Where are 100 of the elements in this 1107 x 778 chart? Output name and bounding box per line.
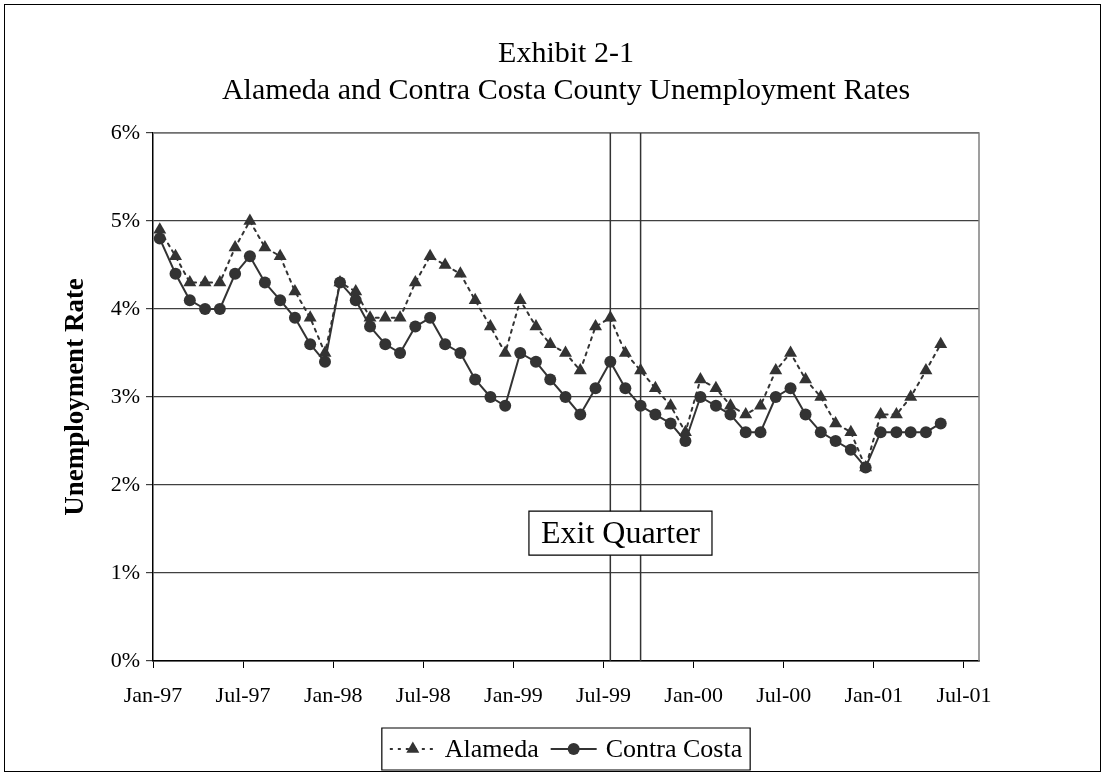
point	[169, 267, 182, 280]
y-tick-label: 4%	[110, 294, 140, 320]
point	[874, 407, 888, 419]
point	[769, 391, 782, 403]
point	[799, 371, 813, 384]
point	[169, 248, 183, 260]
point	[934, 417, 947, 430]
point	[709, 380, 723, 392]
point	[199, 303, 212, 315]
point	[604, 355, 617, 368]
point	[739, 407, 753, 419]
point	[784, 382, 797, 395]
x-tick-label: Jul-00	[756, 681, 812, 707]
point	[424, 311, 437, 324]
point	[439, 338, 452, 351]
point	[934, 336, 948, 348]
point	[619, 382, 632, 395]
y-tick-label: 1%	[110, 558, 140, 584]
point	[844, 443, 857, 456]
point	[603, 310, 617, 322]
x-tick-label: Jan-99	[484, 681, 543, 707]
x-tick-label: Jan-00	[664, 681, 723, 707]
point	[529, 355, 542, 368]
point	[318, 355, 331, 368]
point	[183, 294, 196, 307]
point	[243, 213, 257, 225]
point	[754, 398, 768, 410]
point	[468, 292, 482, 304]
point	[889, 407, 903, 419]
point	[438, 257, 452, 269]
y-axis-title: Unemployment Rate	[59, 278, 90, 516]
point	[573, 363, 587, 375]
point	[829, 435, 842, 447]
point	[423, 248, 437, 260]
point	[829, 415, 843, 428]
point	[498, 345, 512, 357]
point	[693, 371, 707, 384]
y-tick-label: 3%	[110, 382, 140, 408]
point	[664, 398, 678, 410]
point	[799, 408, 812, 421]
point	[723, 398, 737, 410]
point	[378, 310, 392, 322]
point	[198, 275, 212, 287]
x-tick-label: Jan-01	[844, 681, 904, 707]
x-tick-label: Jan-98	[303, 681, 363, 707]
point	[349, 283, 363, 296]
point	[409, 320, 422, 333]
y-tick-label: 0%	[110, 646, 140, 672]
point	[258, 276, 271, 289]
point	[814, 426, 827, 439]
y-tick-label: 6%	[110, 118, 140, 144]
point	[229, 267, 242, 280]
point	[364, 320, 377, 333]
point	[393, 310, 407, 322]
y-tick-label: 5%	[110, 206, 140, 232]
point	[559, 345, 572, 357]
point	[814, 389, 828, 401]
point	[874, 426, 887, 439]
x-tick-label: Jul-97	[215, 681, 271, 707]
point	[919, 426, 932, 439]
point	[273, 248, 287, 260]
point	[304, 338, 317, 351]
point	[544, 373, 557, 386]
legend-label: Contra Costa	[605, 733, 743, 763]
point	[618, 345, 632, 357]
point	[589, 319, 603, 331]
point	[769, 363, 783, 375]
point	[904, 426, 917, 439]
legend-label: Alameda	[444, 733, 540, 763]
point	[634, 363, 648, 375]
point	[499, 399, 512, 412]
x-tick-label: Jul-01	[936, 681, 992, 707]
point	[529, 319, 543, 331]
point	[183, 275, 197, 287]
point	[904, 389, 918, 401]
point	[694, 391, 707, 403]
x-tick-label: Jan-97	[123, 681, 183, 707]
point	[739, 426, 752, 439]
point	[258, 239, 272, 252]
x-tick-label: Jul-99	[576, 681, 632, 707]
point	[919, 363, 933, 375]
point	[483, 319, 497, 331]
y-tick-label: 2%	[110, 470, 140, 496]
point	[288, 311, 301, 324]
point	[574, 408, 587, 421]
point	[484, 391, 497, 403]
point	[274, 294, 287, 307]
point	[514, 347, 527, 359]
point	[664, 417, 677, 430]
point	[228, 239, 242, 252]
point	[243, 250, 256, 263]
point	[754, 426, 767, 439]
point	[394, 347, 407, 359]
point	[679, 435, 692, 447]
point	[589, 382, 602, 395]
point	[213, 303, 226, 315]
chart-subtitle: Alameda and Contra Costa County Unemployment Rates	[221, 71, 911, 105]
point	[153, 222, 167, 234]
annotation: Exit Quarter	[540, 513, 701, 550]
point	[784, 345, 798, 357]
